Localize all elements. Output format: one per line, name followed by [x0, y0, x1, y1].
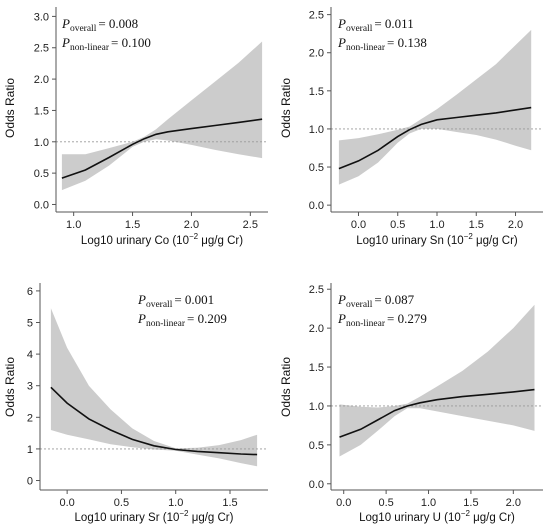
y-tick-label: 0.5 — [309, 162, 324, 174]
y-tick-label: 2.5 — [34, 43, 49, 55]
y-tick-label: 0.0 — [309, 200, 324, 212]
y-tick-label: 1.0 — [309, 401, 324, 413]
chart-panel-2: 0.0 0.5 1.0 1.5 2.0 2.5 0.0 0.5 1.0 1.5 2.0 Odds Ra… — [279, 7, 543, 247]
y-axis-label: Odds Ratio — [3, 357, 17, 417]
y-tick-label: 1.5 — [309, 86, 324, 98]
confidence-band — [61, 41, 263, 191]
chart-panel-4: 0.0 0.5 1.0 1.5 2.0 2.5 0.0 0.5 1.0 1.5 2.0 Odds Ra… — [279, 283, 543, 524]
y-tick-label: 2.0 — [34, 74, 49, 86]
x-tick-label: 2.0 — [184, 219, 199, 231]
y-tick-label: 2.5 — [309, 10, 324, 22]
x-tick-label: 1.5 — [463, 497, 478, 509]
x-tick-label: 1.0 — [168, 497, 183, 509]
x-tick-label: 2.5 — [243, 219, 258, 231]
y-tick-label: 1.5 — [34, 105, 49, 117]
p-nonlinear-annotation: Pnon-linear = 0.209 — [137, 311, 227, 329]
y-tick-label: 0.5 — [309, 440, 324, 452]
p-overall-annotation: Poverall = 0.087 — [337, 292, 415, 310]
odds-ratio-line — [338, 106, 532, 170]
confidence-band — [50, 308, 258, 467]
x-tick-label: 0.0 — [351, 219, 366, 231]
y-tick-label: 5 — [27, 318, 33, 330]
x-tick-label: 0.0 — [59, 497, 74, 509]
p-overall-annotation: Poverall = 0.008 — [61, 16, 138, 34]
x-axis-label: Log10 urinary Co (10−2 μg/g Cr) — [81, 232, 243, 247]
odds-ratio-line — [339, 388, 535, 438]
p-overall-annotation: Poverall = 0.011 — [337, 16, 414, 34]
x-tick-label: 2.0 — [506, 497, 521, 509]
p-nonlinear-annotation: Pnon-linear = 0.138 — [337, 35, 427, 53]
y-tick-label: 6 — [27, 286, 33, 298]
x-axis-label: Log10 urinary Sn (10−2 μg/g Cr) — [356, 232, 518, 247]
y-tick-label: 3 — [27, 381, 33, 393]
x-tick-label: 1.0 — [66, 219, 81, 231]
x-axis-label: Log10 urinary U (10−2 μg/g Cr) — [359, 509, 515, 524]
y-tick-label: 1.0 — [34, 137, 49, 149]
y-tick-label: 0 — [27, 476, 33, 488]
y-tick-label: 2 — [27, 412, 33, 424]
x-axis-label: Log10 urinary Sr (10−2 μg/g Cr) — [75, 509, 234, 524]
x-tick-label: 0.0 — [336, 497, 351, 509]
confidence-band — [339, 304, 535, 457]
y-tick-label: 0.0 — [34, 199, 49, 211]
y-tick-label: 2.0 — [309, 48, 324, 60]
y-tick-label: 1 — [27, 444, 33, 456]
x-tick-label: 1.0 — [429, 219, 444, 231]
p-overall-annotation: Poverall = 0.001 — [137, 292, 214, 310]
y-axis-label: Odds Ratio — [279, 78, 293, 138]
y-tick-label: 0.5 — [34, 168, 49, 180]
y-tick-label: 3.0 — [34, 11, 49, 23]
x-tick-label: 0.5 — [378, 497, 393, 509]
p-nonlinear-annotation: Pnon-linear = 0.100 — [61, 35, 151, 53]
p-nonlinear-annotation: Pnon-linear = 0.279 — [337, 311, 427, 329]
y-tick-label: 2.0 — [309, 323, 324, 335]
y-tick-label: 1.5 — [309, 362, 324, 374]
y-tick-label: 4 — [27, 349, 33, 361]
odds-ratio-line — [50, 386, 258, 456]
x-tick-label: 0.5 — [390, 219, 405, 231]
x-tick-label: 1.5 — [125, 219, 140, 231]
y-axis-label: Odds Ratio — [3, 78, 17, 138]
x-tick-label: 1.5 — [469, 219, 484, 231]
y-tick-label: 1.0 — [309, 124, 324, 136]
x-tick-label: 1.0 — [421, 497, 436, 509]
confidence-band — [338, 29, 532, 185]
chart-panel-1: 0.0 0.5 1.0 1.5 2.0 2.5 3.0 1.0 1.5 2.0 2.5 Odds Ra… — [3, 7, 268, 247]
x-tick-label: 1.5 — [222, 497, 237, 509]
chart-panel-3: 0 1 2 3 4 5 6 0.0 0.5 1.0 1.5 Odds Ratio Log10 urina… — [3, 283, 268, 524]
odds-ratio-line — [61, 118, 263, 179]
y-tick-label: 0.0 — [309, 479, 324, 491]
x-tick-label: 0.5 — [114, 497, 129, 509]
y-axis-label: Odds Ratio — [279, 357, 293, 417]
x-tick-label: 2.0 — [508, 219, 523, 231]
y-tick-label: 2.5 — [309, 284, 324, 296]
